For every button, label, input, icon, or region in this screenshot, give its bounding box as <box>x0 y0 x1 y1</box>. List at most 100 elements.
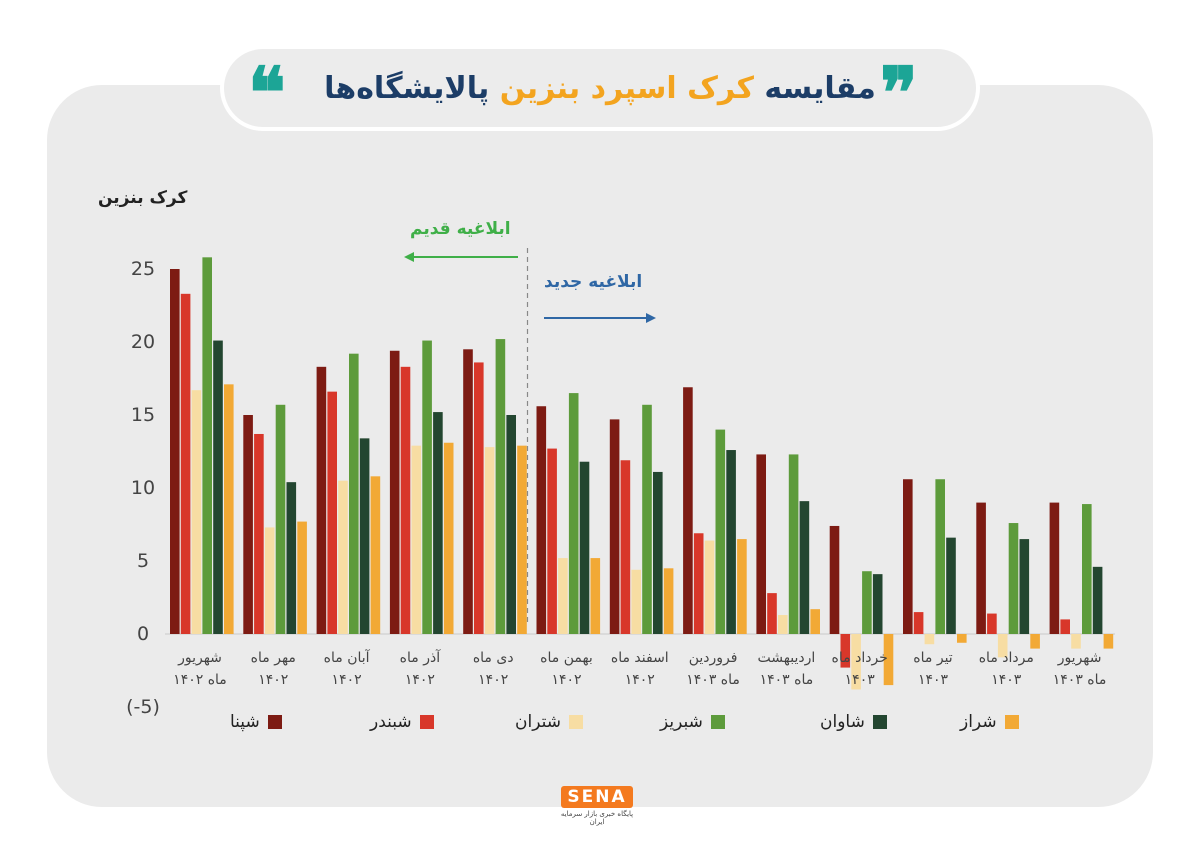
bar-shpna <box>903 479 913 634</box>
bar-shbandar <box>254 433 264 634</box>
annotation-new: ابلاغیه جدید <box>544 272 643 292</box>
quote-right-icon: ❞ <box>880 51 918 134</box>
logo-subtitle: پایگاه خبری بازار سرمایه ایران <box>560 810 634 826</box>
bar-shraz <box>1103 634 1114 649</box>
legend-swatch <box>568 715 583 729</box>
bar-shtran <box>924 634 935 645</box>
x-tick-label: دی ماه <box>473 650 514 666</box>
legend-swatch <box>710 715 725 729</box>
bar-shtran <box>997 634 1008 658</box>
bar-shraz <box>517 445 527 634</box>
y-tick-label: 15 <box>131 404 155 426</box>
bar-shabriz <box>202 257 212 634</box>
x-tick-label: مهر ماه <box>251 650 296 666</box>
y-tick-label: 10 <box>131 477 155 499</box>
title-accent: کرک اسپرد بنزین <box>499 70 754 106</box>
bar-shpna <box>976 502 986 634</box>
bar-shtran <box>704 540 715 634</box>
bar-shabriz <box>788 454 799 634</box>
y-tick-label: 25 <box>131 258 155 280</box>
bar-shpna <box>609 419 620 634</box>
bar-shabriz <box>495 339 506 634</box>
bar-shtran <box>191 390 202 634</box>
bar-shabriz <box>349 353 359 634</box>
bar-shraz <box>663 568 674 634</box>
x-tick-label: ۱۴۰۳ <box>845 672 876 688</box>
x-tick-label: ۱۴۰۳ <box>918 672 949 688</box>
x-tick-label: ماه ۱۴۰۳ <box>1053 672 1107 688</box>
bar-shbandar <box>327 391 337 634</box>
bar-shavan <box>726 450 736 634</box>
bar-shavan <box>213 340 223 634</box>
chart-title: مقایسه کرک اسپرد بنزین پالایشگاه‌ها <box>324 71 876 106</box>
legend-label: شتران <box>515 712 561 732</box>
y-tick-label: 20 <box>131 331 155 353</box>
legend-label: شپنا <box>230 712 260 732</box>
legend-label: شراز <box>960 712 997 732</box>
title-pill: مقایسه کرک اسپرد بنزین پالایشگاه‌ها <box>220 45 980 131</box>
x-tick-label: آذر ماه <box>400 649 442 666</box>
bar-shraz <box>224 384 234 634</box>
bar-shbandar <box>913 612 924 634</box>
bar-shabriz <box>1008 523 1019 634</box>
y-tick-label: 0 <box>137 623 149 645</box>
bar-shtran <box>1071 634 1081 649</box>
bar-shpna <box>683 387 693 634</box>
bar-shtran <box>484 447 495 634</box>
title-part3: پالایشگاه‌ها <box>324 70 500 106</box>
x-tick-label: ۱۴۰۲ <box>551 672 581 688</box>
bar-shraz <box>737 539 747 634</box>
bar-shavan <box>433 412 443 634</box>
bar-shabriz <box>642 404 652 634</box>
bar-shbandar <box>620 460 631 634</box>
bar-shbandar <box>987 613 997 634</box>
bar-shbandar <box>400 366 411 634</box>
legend-swatch <box>1004 715 1019 729</box>
x-tick-label: شهریور <box>177 650 222 666</box>
bar-shavan <box>286 482 297 634</box>
bar-shavan <box>872 574 883 634</box>
bar-shabriz <box>1082 504 1092 634</box>
bar-shpna <box>1049 502 1060 634</box>
y-tick-label: (-5) <box>126 696 160 718</box>
x-tick-label: بهمن ماه <box>540 650 593 666</box>
x-tick-label: ۱۴۰۲ <box>258 672 288 688</box>
legend-swatch <box>267 715 282 729</box>
legend: شپنا شبندر شتران شبریز شاوان شراز <box>230 712 1030 738</box>
bar-shraz <box>1030 634 1040 649</box>
bar-shavan <box>1092 566 1103 634</box>
bar-shpna <box>389 350 400 634</box>
bar-shtran <box>851 634 861 690</box>
bar-shtran <box>264 527 275 634</box>
x-tick-label: ماه ۱۴۰۳ <box>760 672 814 688</box>
bar-shraz <box>590 558 601 634</box>
bar-shabriz <box>862 571 872 634</box>
legend-item: شتران <box>515 712 583 732</box>
bar-shpna <box>536 406 547 634</box>
x-tick-label: ۱۴۰۲ <box>625 672 655 688</box>
x-tick-label: ۱۴۰۲ <box>478 672 508 688</box>
bar-shabriz <box>568 393 579 634</box>
x-tick-label: ماه ۱۴۰۲ <box>173 672 227 688</box>
x-tick-label: ۱۴۰۲ <box>405 672 435 688</box>
bar-shbandar <box>547 448 557 634</box>
legend-label: شاوان <box>820 712 865 732</box>
x-tick-label: شهریور <box>1057 650 1102 666</box>
bar-shpna <box>243 415 253 634</box>
bar-shavan <box>799 501 810 634</box>
bar-shraz <box>957 634 967 643</box>
x-tick-label: فروردین <box>689 650 738 666</box>
arrow-new-head <box>646 313 656 323</box>
sena-logo: SENA پایگاه خبری بازار سرمایه ایران <box>553 786 641 826</box>
y-axis-title: کرک بنزین <box>98 188 188 208</box>
bar-shbandar <box>1060 619 1070 634</box>
bar-shpna <box>463 349 473 634</box>
x-tick-label: اردیبهشت <box>758 650 816 666</box>
annotation-old: ابلاغیه قدیم <box>410 219 511 239</box>
x-tick-label: تیر ماه <box>913 650 952 666</box>
bar-shraz <box>883 634 894 686</box>
bar-shpna <box>170 269 180 634</box>
bar-shavan <box>653 471 663 634</box>
bar-shavan <box>946 537 956 634</box>
